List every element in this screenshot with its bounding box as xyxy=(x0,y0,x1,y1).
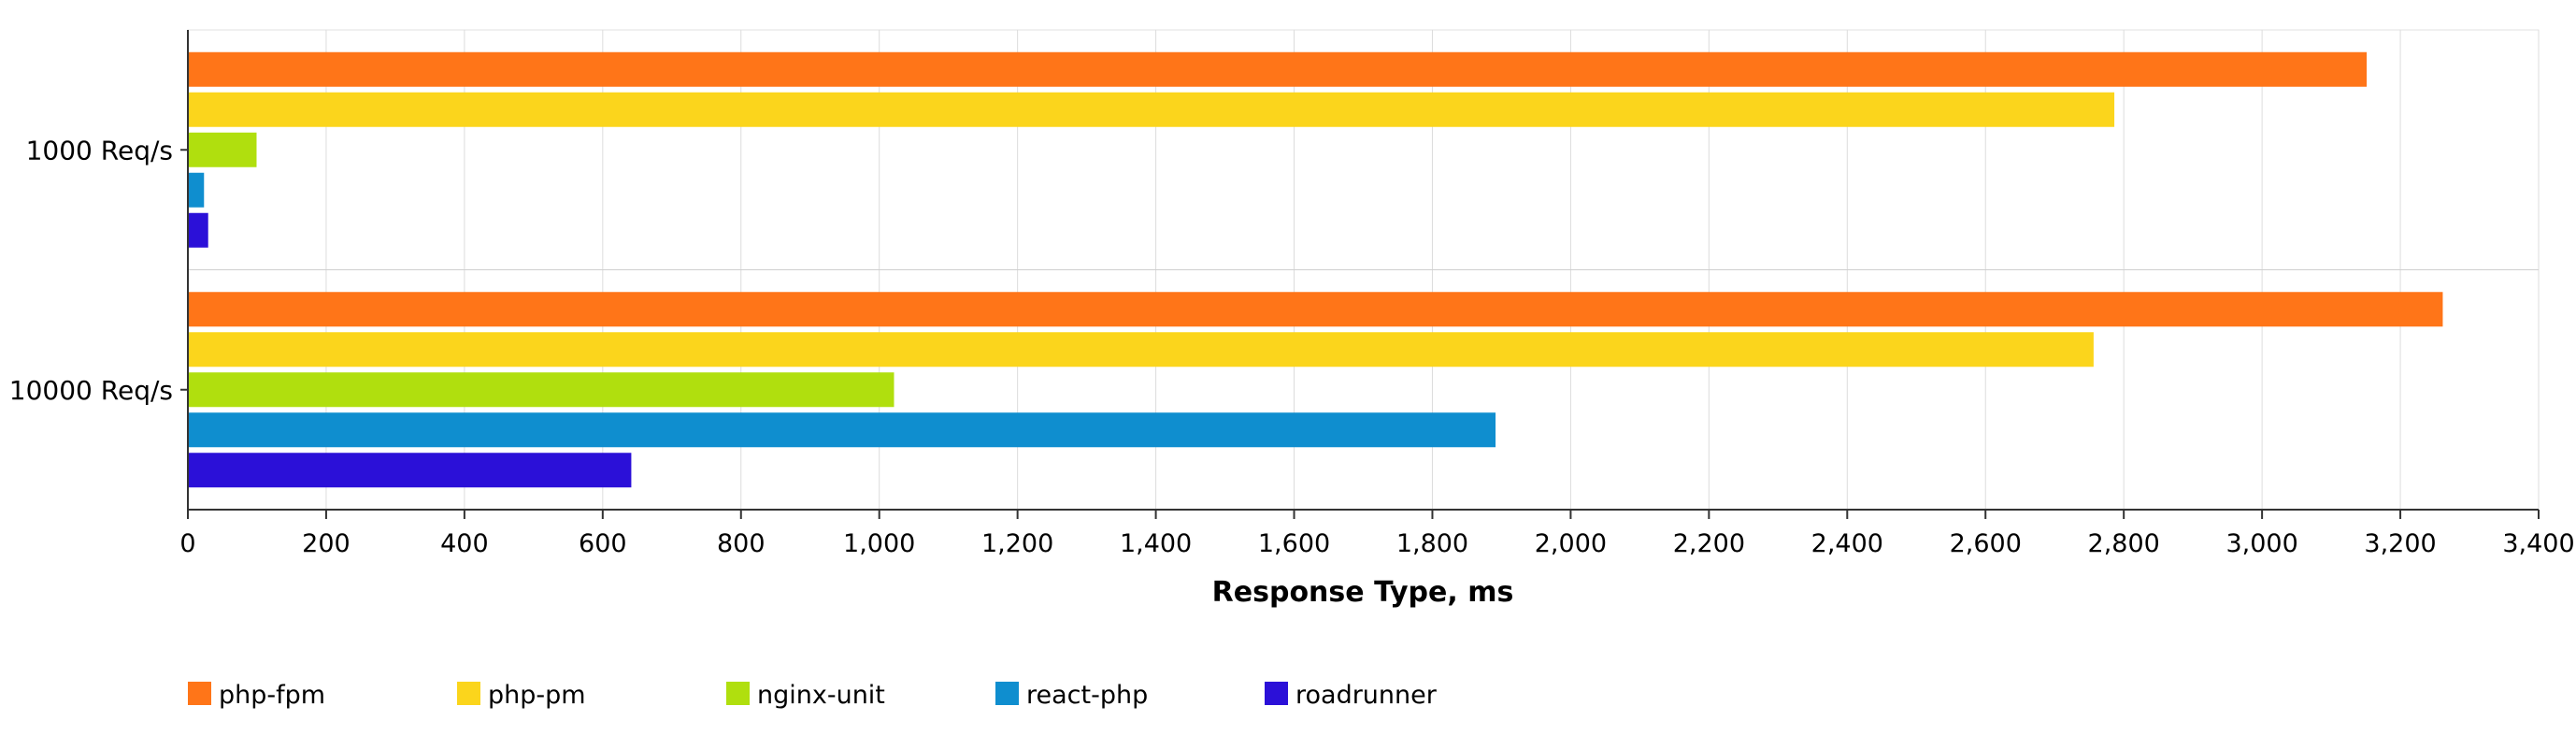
x-tick-label: 2,800 xyxy=(2088,529,2160,558)
x-tick-label: 1,000 xyxy=(843,529,915,558)
x-tick-label: 600 xyxy=(579,529,627,558)
legend-item-roadrunner[interactable]: roadrunner xyxy=(1265,681,1438,710)
x-tick-label: 400 xyxy=(440,529,489,558)
bar-roadrunner xyxy=(189,453,632,488)
legend-label: php-fpm xyxy=(219,681,325,710)
legend-swatch xyxy=(457,682,480,705)
bar-nginx-unit xyxy=(189,372,894,408)
x-tick-label: 3,400 xyxy=(2502,529,2574,558)
legend-swatch xyxy=(1265,682,1288,705)
x-tick-label: 2,000 xyxy=(1535,529,1607,558)
bar-react-php xyxy=(189,172,205,208)
bar-php-fpm xyxy=(189,292,2443,327)
x-tick-label: 1,800 xyxy=(1396,529,1468,558)
bar-roadrunner xyxy=(189,212,208,248)
y-tick-label: 1000 Req/s xyxy=(26,135,173,166)
x-tick-label: 800 xyxy=(717,529,766,558)
legend-swatch xyxy=(726,682,750,705)
bars-layer xyxy=(189,51,2443,488)
x-tick-label: 1,600 xyxy=(1258,529,1330,558)
legend-swatch xyxy=(188,682,211,705)
legend-label: react-php xyxy=(1026,681,1148,710)
legend-item-php-pm[interactable]: php-pm xyxy=(457,681,586,710)
x-tick-label: 2,200 xyxy=(1673,529,1745,558)
legend-label: roadrunner xyxy=(1295,681,1438,710)
x-tick-label: 1,400 xyxy=(1120,529,1192,558)
legend-item-react-php[interactable]: react-php xyxy=(995,681,1148,710)
bar-php-pm xyxy=(189,92,2115,127)
x-tick-label: 200 xyxy=(302,529,351,558)
legend-swatch xyxy=(995,682,1019,705)
bar-php-pm xyxy=(189,332,2094,368)
y-tick-label: 10000 Req/s xyxy=(9,375,173,406)
bar-react-php xyxy=(189,412,1496,448)
x-tick-label: 1,200 xyxy=(981,529,1053,558)
axis-layer: 1000 Req/s 10000 Req/s 0 200 400 600 800 1,000 1… xyxy=(9,30,2575,558)
legend-item-nginx-unit[interactable]: nginx-unit xyxy=(726,681,885,710)
legend-label: php-pm xyxy=(488,681,586,710)
bar-php-fpm xyxy=(189,51,2368,87)
legend-item-php-fpm[interactable]: php-fpm xyxy=(188,681,325,710)
x-axis-title: Response Type, ms xyxy=(1212,576,1514,609)
legend-label: nginx-unit xyxy=(757,681,885,710)
bar-nginx-unit xyxy=(189,132,257,167)
x-tick-label: 0 xyxy=(179,529,195,558)
x-tick-label: 3,200 xyxy=(2364,529,2436,558)
x-tick-label: 2,400 xyxy=(1811,529,1883,558)
x-tick-label: 2,600 xyxy=(1950,529,2022,558)
x-tick-label: 3,000 xyxy=(2225,529,2297,558)
legend: php-fpm php-pm nginx-unit react-php roadrunn… xyxy=(188,681,1438,710)
